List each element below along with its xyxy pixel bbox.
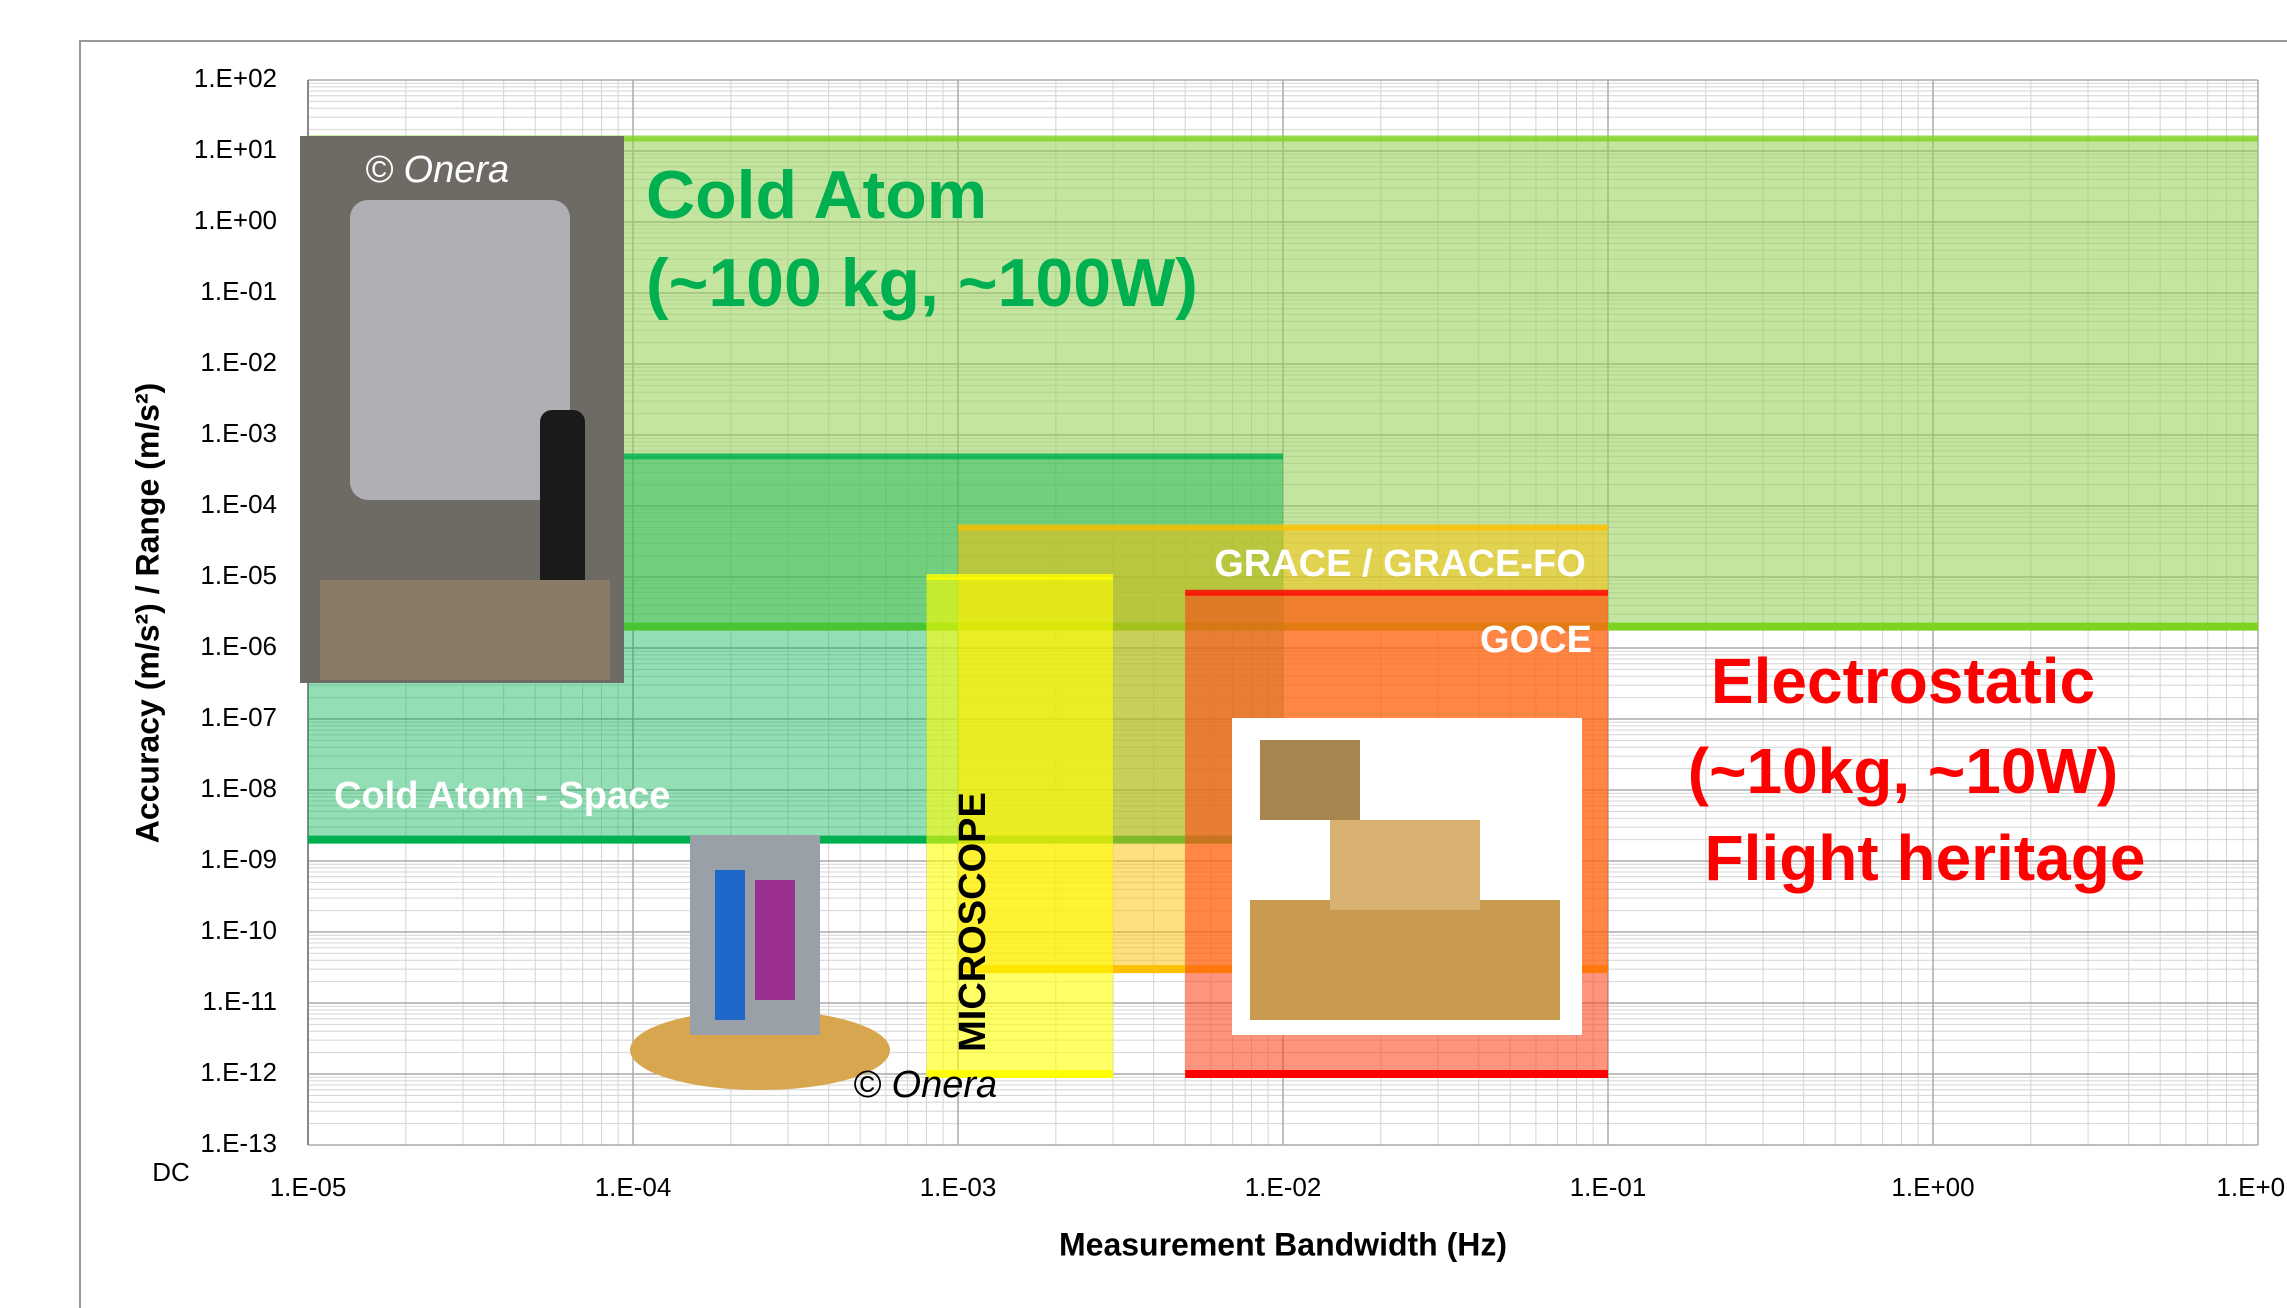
photo-detail xyxy=(755,880,795,1000)
y-tick-label: 1.E-11 xyxy=(202,986,277,1016)
annotation: (~100 kg, ~100W) xyxy=(646,245,1198,321)
x-origin-label: DC xyxy=(152,1157,190,1187)
frame xyxy=(79,40,2287,1308)
y-tick-label: 1.E-09 xyxy=(200,844,277,874)
annotation: (~10kg, ~10W) xyxy=(1688,735,2118,807)
region-label: MICROSCOPE xyxy=(952,792,994,1052)
annotation: © Onera xyxy=(853,1064,997,1106)
y-tick-label: 1.E-13 xyxy=(200,1128,277,1158)
y-tick-label: 1.E-01 xyxy=(200,276,277,306)
region-label: GOCE xyxy=(1480,619,1592,661)
photo-detail xyxy=(1260,740,1360,820)
photo-detail xyxy=(1250,900,1560,1020)
region-box xyxy=(926,577,1114,1074)
region-label: Cold Atom - Space xyxy=(334,775,670,817)
y-tick-label: 1.E-08 xyxy=(200,773,277,803)
x-tick-label: 1.E-01 xyxy=(1570,1172,1647,1202)
x-tick-label: 1.E+01 xyxy=(2216,1172,2287,1202)
photo-detail xyxy=(350,200,570,500)
y-tick-label: 1.E-10 xyxy=(200,915,277,945)
annotation: © Onera xyxy=(365,149,509,191)
x-tick-label: 1.E+00 xyxy=(1891,1172,1974,1202)
y-tick-label: 1.E+02 xyxy=(194,63,277,93)
photo-detail xyxy=(320,580,610,680)
y-tick-label: 1.E-02 xyxy=(200,347,277,377)
y-tick-label: 1.E+00 xyxy=(194,205,277,235)
y-axis-title: Accuracy (m/s²) / Range (m/s²) xyxy=(129,383,165,844)
x-tick-label: 1.E-02 xyxy=(1245,1172,1322,1202)
annotation: Flight heritage xyxy=(1705,822,2146,894)
y-tick-label: 1.E-12 xyxy=(200,1057,277,1087)
x-tick-label: 1.E-05 xyxy=(270,1172,347,1202)
annotation: Electrostatic xyxy=(1711,645,2095,717)
region-label: GRACE / GRACE-FO xyxy=(1214,543,1586,585)
region-title: Cold Atom xyxy=(646,157,987,233)
photo-detail xyxy=(1330,820,1480,910)
y-tick-label: 1.E-04 xyxy=(200,489,277,519)
pictures xyxy=(300,136,1582,1090)
y-tick-label: 1.E-06 xyxy=(200,631,277,661)
y-tick-label: 1.E+01 xyxy=(194,134,277,164)
x-axis-title: Measurement Bandwidth (Hz) xyxy=(1059,1226,1507,1262)
x-tick-label: 1.E-04 xyxy=(595,1172,672,1202)
y-tick-label: 1.E-07 xyxy=(200,702,277,732)
y-tick-label: 1.E-03 xyxy=(200,418,277,448)
photo-detail xyxy=(715,870,745,1020)
x-tick-label: 1.E-03 xyxy=(920,1172,997,1202)
y-tick-label: 1.E-05 xyxy=(200,560,277,590)
